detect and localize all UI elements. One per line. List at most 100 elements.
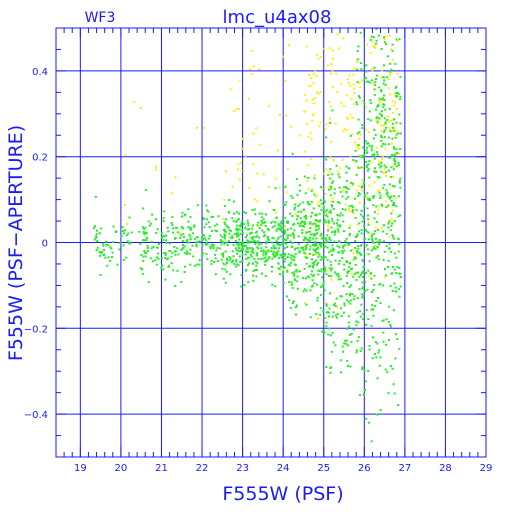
data-point-green xyxy=(393,157,396,160)
data-point-green xyxy=(346,272,349,275)
data-point-green xyxy=(226,244,229,247)
data-point-green xyxy=(356,340,359,343)
data-point-green xyxy=(146,244,149,247)
data-point-green xyxy=(348,265,351,268)
data-point-green xyxy=(145,232,148,235)
data-point-green xyxy=(382,331,385,334)
data-point-green xyxy=(119,241,122,244)
data-point-green xyxy=(313,261,316,264)
data-point-green xyxy=(334,344,337,347)
data-point-yellow xyxy=(155,168,158,171)
grid-lines xyxy=(56,28,486,457)
data-point-green xyxy=(345,197,348,200)
data-point-green xyxy=(183,265,186,268)
data-point-green xyxy=(359,273,362,276)
data-point-green xyxy=(361,318,364,321)
data-point-green xyxy=(370,277,373,280)
data-point-green xyxy=(385,245,388,248)
data-point-yellow xyxy=(372,46,375,49)
data-point-green xyxy=(229,259,232,262)
data-point-green xyxy=(393,159,396,162)
data-point-green xyxy=(164,256,167,259)
data-point-green xyxy=(186,238,189,241)
x-tick-label: 27 xyxy=(399,463,412,474)
data-point-green xyxy=(331,220,334,223)
data-point-green xyxy=(350,332,353,335)
data-point-yellow xyxy=(330,62,333,65)
data-point-green xyxy=(372,314,375,317)
data-point-green xyxy=(367,269,370,272)
data-point-green xyxy=(293,263,296,266)
data-point-green xyxy=(318,212,321,215)
data-point-yellow xyxy=(241,137,244,140)
data-point-green xyxy=(274,187,277,190)
data-point-green xyxy=(260,219,263,222)
data-point-green xyxy=(107,244,110,247)
data-point-green xyxy=(389,284,392,287)
data-point-green xyxy=(166,258,169,261)
data-point-green xyxy=(387,143,390,146)
data-point-green xyxy=(147,281,150,284)
data-point-green xyxy=(96,246,99,249)
data-point-green xyxy=(375,116,378,119)
data-point-green xyxy=(399,98,402,101)
data-point-green xyxy=(301,201,304,204)
data-point-green xyxy=(336,219,339,222)
data-point-green xyxy=(329,371,332,374)
data-point-green xyxy=(392,195,395,198)
data-point-green xyxy=(360,254,363,257)
data-point-green xyxy=(262,218,265,221)
y-tick-label: 0.2 xyxy=(32,153,48,164)
data-point-green xyxy=(328,267,331,270)
data-point-green xyxy=(214,273,217,276)
data-point-green xyxy=(397,215,400,218)
data-point-green xyxy=(338,246,341,249)
data-point-green xyxy=(393,185,396,188)
data-point-green xyxy=(295,313,298,316)
data-point-green xyxy=(189,235,192,238)
data-point-green xyxy=(360,303,363,306)
data-point-green xyxy=(127,232,130,235)
data-point-green xyxy=(323,200,326,203)
data-point-green xyxy=(224,223,227,226)
data-point-green xyxy=(280,220,283,223)
data-point-green xyxy=(375,356,378,359)
data-point-green xyxy=(238,238,241,241)
data-point-green xyxy=(322,237,325,240)
data-point-green xyxy=(279,229,282,232)
data-point-green xyxy=(228,199,231,202)
data-point-green xyxy=(283,232,286,235)
data-point-green xyxy=(280,230,283,233)
data-point-green xyxy=(311,265,314,268)
data-point-green xyxy=(152,245,155,248)
data-point-green xyxy=(383,117,386,120)
x-tick-label: 29 xyxy=(480,463,493,474)
data-point-green xyxy=(248,247,251,250)
data-point-yellow xyxy=(368,184,371,187)
data-point-green xyxy=(337,201,340,204)
data-point-green xyxy=(374,305,377,308)
data-point-green xyxy=(325,214,328,217)
data-point-green xyxy=(368,160,371,163)
data-point-green xyxy=(338,240,341,243)
data-point-yellow xyxy=(340,101,343,104)
data-point-green xyxy=(336,214,339,217)
data-point-green xyxy=(183,270,186,273)
data-point-green xyxy=(398,38,401,41)
data-point-green xyxy=(329,177,332,180)
data-point-green xyxy=(367,163,370,166)
data-point-green xyxy=(373,211,376,214)
data-point-green xyxy=(375,220,378,223)
data-point-green xyxy=(302,208,305,211)
data-point-green xyxy=(322,282,325,285)
data-point-green xyxy=(332,311,335,314)
data-point-green xyxy=(342,230,345,233)
data-point-yellow xyxy=(238,178,241,181)
data-point-green xyxy=(372,308,375,311)
data-point-green xyxy=(291,271,294,274)
data-point-green xyxy=(316,232,319,235)
data-point-green xyxy=(247,281,250,284)
data-point-green xyxy=(313,244,316,247)
data-point-yellow xyxy=(284,114,287,117)
data-point-green xyxy=(319,199,322,202)
